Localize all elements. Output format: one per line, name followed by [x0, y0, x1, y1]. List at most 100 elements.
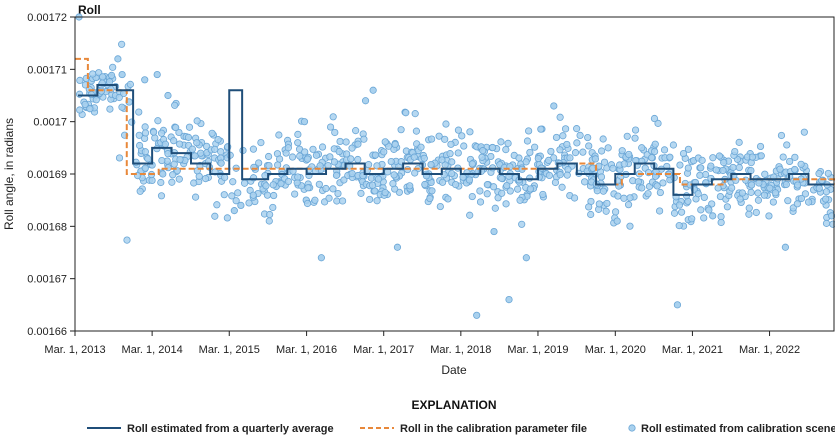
scatter-point: [151, 134, 159, 142]
scatter-point: [373, 162, 381, 170]
scatter-point: [504, 139, 512, 147]
scatter-point: [255, 159, 263, 167]
scatter-point: [675, 201, 684, 209]
scatter-point: [317, 254, 325, 262]
scatter-point: [435, 132, 443, 140]
series-quarterly-average-line: [77, 84, 834, 196]
scatter-point: [331, 128, 339, 137]
scatter-point: [676, 161, 684, 169]
scatter-point: [438, 156, 446, 164]
scatter-point: [300, 118, 309, 126]
x-tick-label: Mar. 1, 2016: [276, 344, 337, 356]
scatter-point: [677, 208, 686, 216]
scatter-point: [731, 147, 739, 156]
scatter-point: [707, 162, 715, 170]
x-tick-label: Mar. 1, 2014: [122, 344, 183, 356]
y-axis-title: Roll angle, in radians: [2, 118, 16, 230]
scatter-point: [211, 212, 219, 220]
x-tick-label: Mar. 1, 2013: [44, 344, 105, 356]
scatter-point: [380, 148, 388, 156]
scatter-point: [294, 139, 302, 147]
scatter-point: [626, 222, 634, 230]
scatter-point: [516, 196, 524, 204]
scatter-point: [556, 113, 564, 121]
scatter-point: [599, 135, 607, 143]
scatter-point: [599, 187, 608, 195]
scatter-point: [348, 144, 356, 152]
scatter-point: [716, 192, 725, 201]
scatter-point: [631, 134, 639, 142]
scatter-point: [176, 155, 184, 164]
scatter-point: [217, 148, 225, 156]
scatter-point: [626, 194, 634, 202]
scatter-point: [228, 192, 236, 200]
scatter-point: [618, 147, 626, 155]
scatter-point: [497, 138, 505, 146]
scatter-point: [171, 101, 179, 109]
scatter-point: [468, 192, 476, 201]
scatter-point: [208, 129, 216, 137]
scatter-point: [458, 132, 466, 140]
scatter-point: [334, 189, 342, 198]
scatter-point: [559, 132, 567, 140]
scatter-point: [502, 200, 510, 208]
scatter-point: [185, 123, 194, 131]
scatter-point: [232, 197, 240, 205]
scatter-point: [523, 137, 532, 145]
scatter-point: [381, 138, 389, 146]
scatter-point: [797, 194, 806, 203]
scatter-point: [366, 195, 374, 204]
scatter-point: [466, 211, 474, 219]
scatter-point: [89, 70, 97, 78]
scatter-point: [712, 166, 720, 174]
scatter-point: [545, 171, 553, 180]
scatter-point: [191, 152, 199, 160]
scatter-point: [303, 199, 312, 208]
scatter-point: [315, 180, 323, 188]
scatter-point: [170, 160, 178, 168]
scatter-point: [754, 189, 762, 197]
scatter-point: [766, 184, 774, 192]
scatter-point: [600, 158, 609, 166]
scatter-point: [217, 159, 225, 167]
scatter-point: [448, 169, 456, 178]
scatter-point: [274, 161, 282, 169]
scatter-point: [269, 203, 277, 212]
scatter-point: [126, 80, 134, 88]
scatter-point: [483, 181, 491, 189]
scatter-point: [815, 184, 823, 192]
scatter-point: [478, 153, 486, 161]
scatter-point: [311, 196, 319, 204]
scatter-point: [648, 154, 656, 162]
scatter-point: [468, 160, 476, 168]
scatter-point: [754, 196, 763, 204]
scatter-point: [479, 147, 487, 155]
scatter-point: [761, 170, 769, 178]
scatter-point: [745, 210, 753, 218]
scatter-point: [265, 162, 273, 170]
scatter-point: [184, 133, 193, 141]
scatter-point: [168, 178, 176, 186]
scatter-point: [428, 135, 436, 143]
scatter-point: [86, 105, 94, 113]
scatter-point: [723, 203, 731, 211]
scatter-point: [526, 185, 535, 193]
scatter-point: [547, 147, 555, 156]
scatter-point: [556, 146, 564, 154]
scatter-point: [266, 210, 274, 219]
scatter-point: [539, 190, 547, 199]
scatter-point: [329, 185, 337, 193]
scatter-point: [442, 120, 450, 128]
scatter-point: [262, 182, 270, 190]
scatter-point: [347, 155, 355, 163]
scatter-point: [498, 189, 506, 197]
scatter-point: [188, 145, 196, 153]
scatter-point: [584, 133, 592, 142]
scatter-point: [697, 206, 705, 214]
scatter-point: [284, 177, 292, 186]
scatter-point: [526, 148, 534, 157]
scatter-point: [595, 200, 603, 208]
scatter-point: [624, 201, 633, 209]
scatter-point: [190, 179, 198, 187]
scatter-point: [757, 152, 765, 160]
